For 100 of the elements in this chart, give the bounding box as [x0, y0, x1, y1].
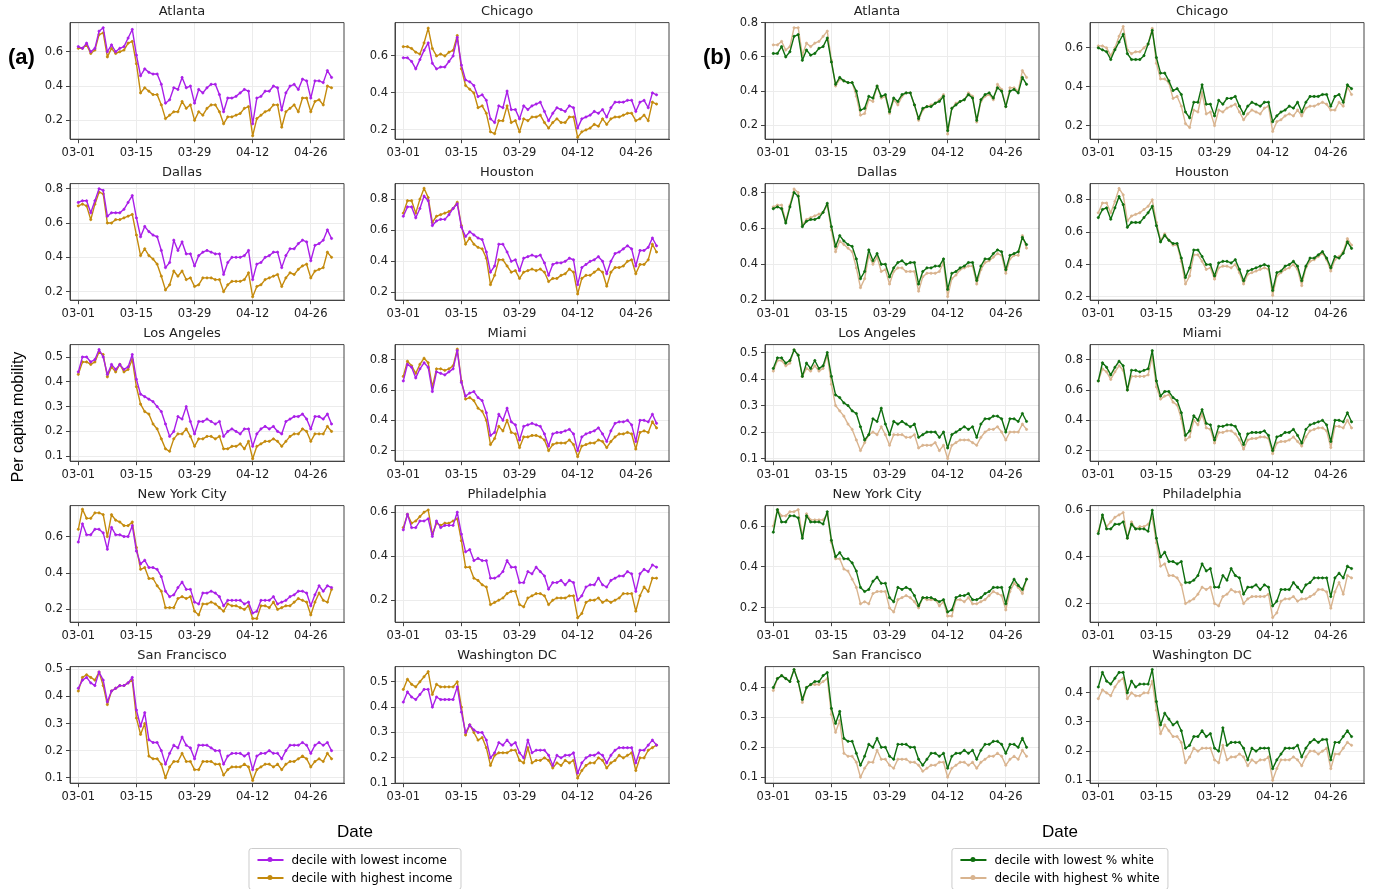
x-tick-label: 03-01	[61, 789, 96, 804]
y-tick-label: 0.3	[1064, 713, 1083, 728]
x-tick-label: 04-12	[560, 789, 595, 804]
y-tick-label: 0.3	[739, 397, 758, 412]
x-tick-label: 03-15	[119, 628, 154, 643]
chart-title: Atlanta	[853, 3, 901, 19]
x-tick-label: 04-26	[1314, 628, 1348, 643]
x-tick-label: 04-26	[294, 306, 328, 321]
chart-title: Atlanta	[158, 3, 206, 19]
x-tick-label: 03-15	[814, 628, 849, 643]
y-tick-label: 0.3	[369, 724, 388, 739]
chart-title: Washington DC	[1152, 647, 1252, 663]
x-tick-label: 04-12	[235, 145, 270, 160]
x-tick-label: 03-29	[872, 306, 907, 321]
y-tick-label: 0.4	[739, 256, 758, 271]
x-tick-label: 03-29	[872, 789, 907, 804]
y-tick-label: 0.6	[369, 504, 388, 519]
y-tick-label: 0.1	[44, 448, 63, 463]
chart-title: Los Angeles	[838, 325, 917, 341]
x-tick-label: 03-29	[1197, 145, 1232, 160]
y-tick-label: 0.2	[1064, 117, 1083, 132]
x-tick-label: 03-01	[756, 467, 791, 482]
y-tick-label: 0.6	[44, 215, 63, 230]
y-tick-label: 0.8	[1064, 351, 1083, 366]
legend-label: decile with lowest income	[291, 853, 447, 867]
chart-title: San Francisco	[137, 647, 227, 663]
x-tick-label: 03-01	[756, 628, 791, 643]
y-tick-label: 0.1	[1064, 772, 1083, 787]
chart-title: Philadelphia	[467, 486, 547, 502]
x-tick-label: 04-12	[235, 789, 270, 804]
x-tick-label: 03-29	[177, 145, 212, 160]
x-tick-label: 04-26	[294, 628, 328, 643]
x-tick-label: 03-15	[1139, 789, 1174, 804]
y-tick-label: 0.4	[1064, 548, 1083, 563]
chart-title: Philadelphia	[1162, 486, 1242, 502]
x-tick-label: 03-29	[502, 467, 537, 482]
chart-title: Chicago	[1175, 3, 1229, 19]
y-tick-label: 0.2	[1064, 743, 1083, 758]
y-tick-label: 0.4	[1064, 684, 1083, 699]
x-tick-label: 03-29	[502, 789, 537, 804]
y-tick-label: 0.2	[369, 749, 388, 764]
x-tick-label: 03-01	[1081, 628, 1116, 643]
x-tick-label: 03-01	[61, 145, 96, 160]
chart-title: Houston	[1174, 164, 1230, 180]
x-tick-label: 03-01	[386, 467, 421, 482]
x-tick-label: 04-26	[619, 628, 653, 643]
y-tick-label: 0.2	[369, 592, 388, 607]
y-tick-label: 0.6	[44, 528, 63, 543]
x-tick-label: 04-26	[989, 306, 1023, 321]
chart-title: Los Angeles	[143, 325, 222, 341]
y-axis-title: Per capita mobility	[9, 351, 27, 483]
y-tick-label: 0.5	[739, 344, 758, 359]
x-tick-label: 03-01	[756, 789, 791, 804]
y-tick-label: 0.4	[739, 558, 758, 573]
y-tick-label: 0.4	[369, 253, 388, 268]
legend-label: decile with highest income	[291, 871, 453, 885]
y-tick-label: 0.2	[1064, 595, 1083, 610]
x-tick-label: 04-26	[1314, 306, 1348, 321]
y-tick-label: 0.6	[1064, 502, 1083, 517]
y-tick-label: 0.4	[739, 83, 758, 98]
x-tick-label: 03-01	[61, 306, 96, 321]
x-tick-label: 04-12	[235, 467, 270, 482]
x-tick-label: 03-15	[814, 306, 849, 321]
text: (b)	[703, 44, 732, 70]
y-tick-label: 0.4	[44, 78, 63, 93]
y-tick-label: 0.6	[739, 220, 758, 235]
x-tick-label: 04-12	[1255, 467, 1290, 482]
y-tick-label: 0.2	[739, 424, 758, 439]
y-tick-label: 0.2	[1064, 288, 1083, 303]
chart-title: Dallas	[162, 164, 203, 180]
x-tick-label: 04-12	[930, 467, 965, 482]
x-tick-label: 04-26	[989, 467, 1023, 482]
y-tick-label: 0.4	[369, 84, 388, 99]
y-tick-label: 0.3	[739, 709, 758, 724]
x-tick-label: 03-01	[386, 628, 421, 643]
x-tick-label: 04-12	[235, 306, 270, 321]
y-tick-label: 0.8	[369, 351, 388, 366]
y-tick-label: 0.2	[44, 742, 63, 757]
x-tick-label: 03-15	[814, 789, 849, 804]
y-tick-label: 0.2	[1064, 442, 1083, 457]
x-tick-label: 04-12	[930, 628, 965, 643]
chart-title: Miami	[1182, 325, 1222, 341]
x-tick-label: 03-29	[1197, 467, 1232, 482]
x-tick-label: 03-01	[1081, 789, 1116, 804]
y-tick-label: 0.6	[369, 47, 388, 62]
chart-title: San Francisco	[832, 647, 922, 663]
x-tick-label: 03-01	[1081, 467, 1116, 482]
x-tick-label: 03-15	[119, 467, 154, 482]
y-tick-label: 0.8	[739, 184, 758, 199]
y-tick-label: 0.4	[369, 548, 388, 563]
x-tick-label: 03-01	[1081, 306, 1116, 321]
y-tick-label: 0.3	[44, 715, 63, 730]
x-tick-label: 04-12	[560, 467, 595, 482]
x-tick-label: 03-15	[814, 467, 849, 482]
x-tick-label: 04-12	[560, 145, 595, 160]
y-tick-label: 0.2	[369, 442, 388, 457]
x-tick-label: 04-26	[294, 467, 328, 482]
y-tick-label: 0.6	[739, 518, 758, 533]
y-tick-label: 0.4	[44, 249, 63, 264]
x-tick-label: 03-29	[872, 628, 907, 643]
